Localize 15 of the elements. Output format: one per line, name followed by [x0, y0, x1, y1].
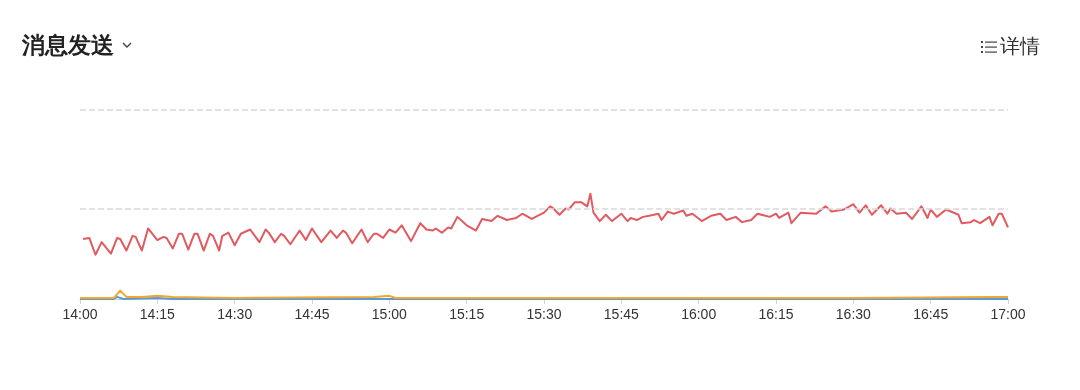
text: 详情: [1000, 33, 1040, 60]
x-tick-label: 15:45: [603, 306, 640, 322]
x-tick-label: 15:15: [449, 306, 485, 322]
x-tick-label: 15:30: [526, 306, 562, 322]
x-tick-label: 17:00: [990, 306, 1026, 322]
x-tick-label: 14:15: [139, 306, 176, 322]
x-tick-label: 15:00: [371, 306, 408, 322]
x-tick-label: 16:30: [835, 306, 872, 322]
x-tick-label: 14:45: [294, 306, 330, 322]
x-tick-label: 14:00: [62, 306, 98, 322]
x-tick-label: 16:15: [758, 306, 794, 322]
x-tick-label: 16:00: [681, 306, 717, 322]
chart-title: 消息发送: [22, 31, 114, 60]
x-tick-label: 16:45: [913, 306, 949, 322]
x-tick-label: 14:30: [217, 306, 253, 322]
